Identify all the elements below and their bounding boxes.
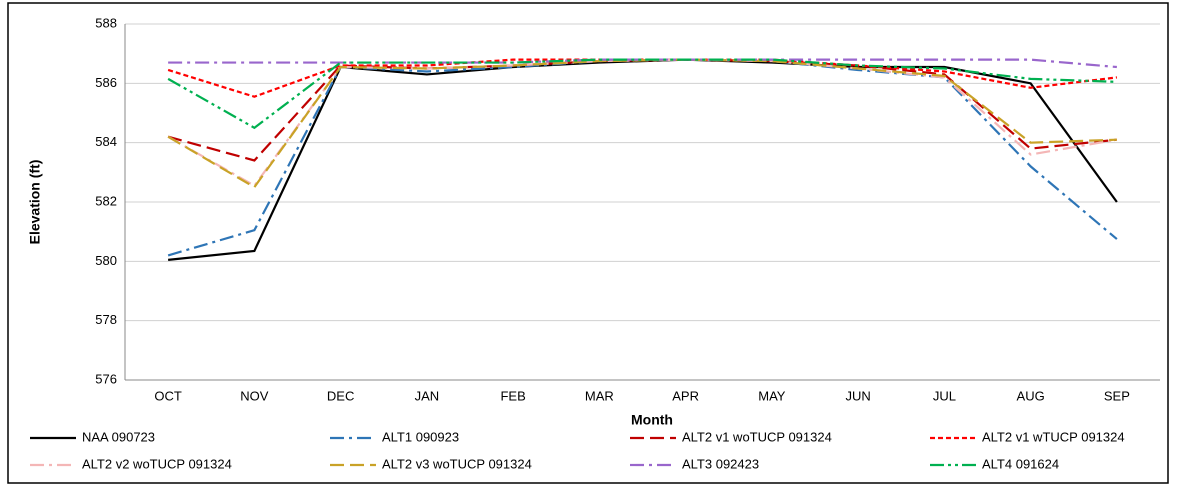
x-tick-label: OCT [154,388,182,403]
legend-label: ALT3 092423 [682,456,759,471]
legend-label: ALT1 090923 [382,429,459,444]
series-line [168,58,1117,69]
legend-label: ALT2 v1 woTUCP 091324 [682,429,832,444]
y-tick-label: 588 [95,15,117,30]
series-line [168,58,1118,261]
x-tick-label: DEC [327,388,354,403]
x-tick-label: MAR [585,388,614,403]
y-tick-label: 584 [95,134,117,149]
y-tick-label: 576 [95,371,117,386]
y-axis-label: Elevation (ft) [27,160,43,245]
y-tick-label: 582 [95,193,117,208]
legend-label: ALT4 091624 [982,456,1059,471]
x-tick-label: NOV [240,388,269,403]
x-tick-label: JAN [415,388,440,403]
legend-label: NAA 090723 [82,429,155,444]
series-line [167,58,1118,257]
y-tick-label: 580 [95,253,117,268]
x-tick-label: FEB [500,388,525,403]
x-tick-label: APR [672,388,699,403]
y-tick-label: 578 [95,312,117,327]
x-tick-label: SEP [1104,388,1130,403]
x-tick-label: AUG [1017,388,1045,403]
y-tick-label: 586 [95,75,117,90]
legend-label: ALT2 v2 woTUCP 091324 [82,456,232,471]
x-axis-label: Month [631,412,673,428]
chart-border [7,2,1169,484]
x-tick-label: JUN [845,388,870,403]
legend-label: ALT2 v3 woTUCP 091324 [382,456,532,471]
legend-label: ALT2 v1 wTUCP 091324 [982,429,1125,444]
x-tick-label: JUL [933,388,956,403]
series-line [167,58,1118,98]
series-line [167,58,1117,130]
series-line [167,58,1118,188]
x-tick-label: MAY [758,388,786,403]
series-line [167,58,1117,189]
